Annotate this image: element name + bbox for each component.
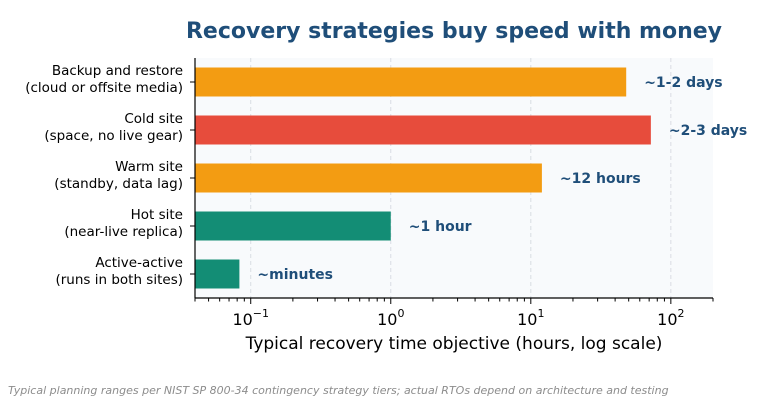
category-labels: Backup and restore (cloud or offsite medi… [25, 63, 183, 288]
bars [195, 67, 651, 289]
data-label: ~minutes [257, 267, 333, 283]
x-axis-label: Typical recovery time objective (hours, … [245, 334, 663, 354]
data-label: ~1 hour [409, 219, 472, 235]
axes [190, 58, 714, 304]
data-label: ~2-3 days [669, 123, 747, 139]
bar [195, 67, 627, 97]
data-labels: ~1-2 days ~2-3 days ~12 hours ~1 hour ~minut… [257, 75, 747, 283]
chart-title: Recovery strategies buy speed with money [186, 19, 722, 44]
x-tick-label: 102 [657, 307, 684, 329]
category-label: Backup and restore (cloud or offsite medi… [25, 63, 183, 96]
category-label: Warm site (standby, data lag) [54, 159, 183, 192]
x-tick-label: 101 [517, 307, 544, 329]
footnote: Typical planning ranges per NIST SP 800-… [8, 384, 669, 397]
bar [195, 259, 240, 289]
x-tick-label: 100 [377, 307, 404, 329]
x-tick-labels: 10−1 100 101 102 [232, 307, 684, 329]
data-label: ~12 hours [560, 171, 641, 187]
category-label: Active-active (runs in both sites) [55, 255, 183, 288]
x-tick-label: 10−1 [232, 307, 269, 329]
bar [195, 163, 542, 193]
category-label: Hot site (near-live replica) [64, 207, 183, 240]
category-label: Cold site (space, no live gear) [44, 111, 183, 144]
bar [195, 211, 391, 241]
bar [195, 115, 651, 145]
data-label: ~1-2 days [644, 75, 722, 91]
